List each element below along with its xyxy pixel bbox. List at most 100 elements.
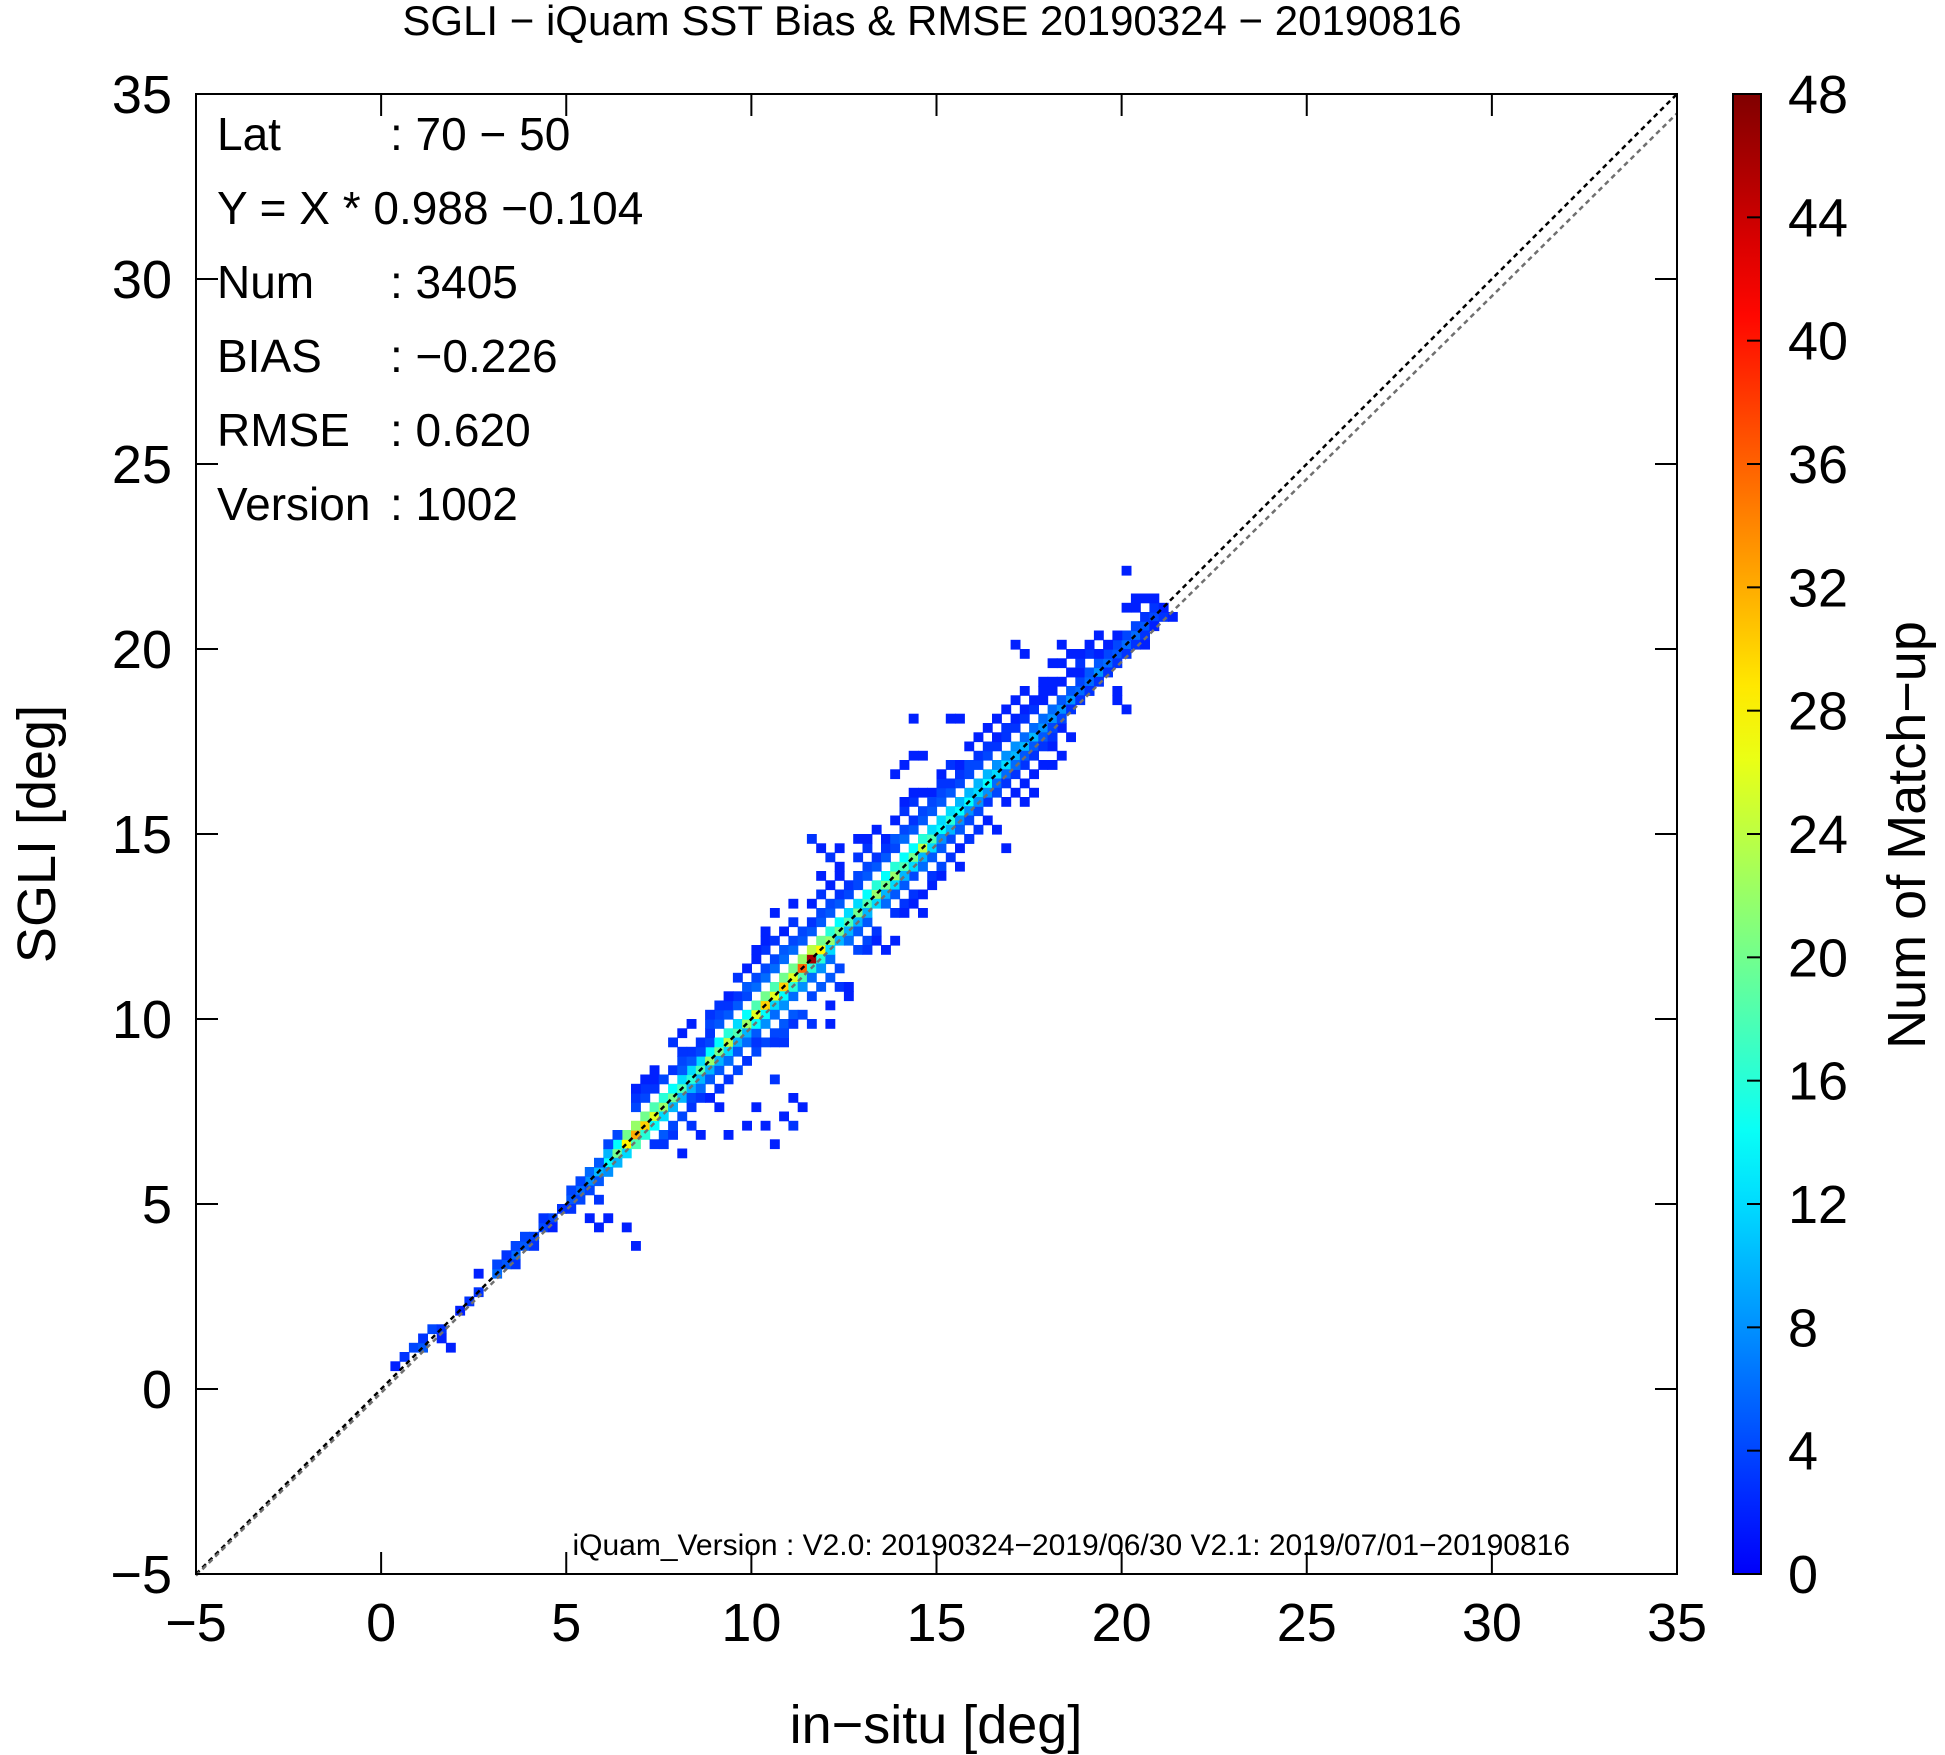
- heatmap-cell: [1066, 649, 1076, 659]
- heatmap-cell: [390, 1361, 401, 1372]
- heatmap-cell: [1010, 750, 1021, 761]
- heatmap-cell: [1029, 695, 1039, 706]
- heatmap-cell: [908, 750, 919, 761]
- x-tick-label: 25: [1277, 1593, 1337, 1653]
- heatmap-cell: [769, 963, 780, 974]
- heatmap-cell: [881, 852, 891, 863]
- heatmap-cell: [686, 1019, 697, 1029]
- heatmap-cell: [1075, 686, 1086, 696]
- heatmap-cell: [658, 1111, 669, 1122]
- heatmap-cell: [399, 1352, 410, 1362]
- heatmap-cell: [732, 1000, 743, 1011]
- heatmap-cell: [1066, 732, 1076, 743]
- heatmap-cell: [881, 889, 891, 900]
- heatmap-cell: [714, 1037, 725, 1048]
- heatmap-cell: [769, 908, 780, 918]
- heatmap-cell: [723, 1130, 734, 1140]
- heatmap-cell: [1130, 593, 1141, 604]
- heatmap-cell: [955, 778, 965, 789]
- heatmap-cell: [992, 824, 1002, 835]
- heatmap-cell: [843, 935, 854, 946]
- heatmap-cell: [862, 871, 873, 881]
- heatmap-cell: [825, 898, 836, 909]
- heatmap-cell: [834, 889, 845, 900]
- heatmap-cell: [1075, 676, 1086, 687]
- x-tick-label: 0: [366, 1593, 396, 1653]
- heatmap-cell: [945, 834, 956, 844]
- heatmap-cell: [677, 1111, 688, 1122]
- heatmap-cell: [964, 760, 975, 770]
- heatmap-cell: [843, 908, 854, 918]
- heatmap-cell: [1029, 741, 1039, 752]
- heatmap-cell: [899, 871, 910, 881]
- heatmap-cell: [982, 769, 993, 780]
- heatmap-cell: [473, 1268, 484, 1279]
- heatmap-cell: [677, 1074, 688, 1085]
- heatmap-cell: [908, 843, 919, 854]
- heatmap-cell: [621, 1222, 632, 1233]
- heatmap-cell: [714, 1019, 725, 1029]
- heatmap-cell: [955, 824, 965, 835]
- heatmap-cell: [760, 963, 771, 974]
- heatmap-cell: [788, 1019, 799, 1029]
- heatmap-cell: [723, 1009, 734, 1020]
- heatmap-cell: [927, 824, 938, 835]
- heatmap-cell: [649, 1074, 660, 1085]
- heatmap-cell: [797, 926, 808, 937]
- heatmap-cell: [973, 760, 984, 770]
- heatmap-cell: [1019, 778, 1030, 789]
- heatmap-cell: [936, 871, 947, 881]
- heatmap-cell: [890, 815, 901, 826]
- heatmap-cell: [918, 806, 928, 817]
- heatmap-cell: [1029, 769, 1039, 780]
- heatmap-cell: [723, 1056, 734, 1066]
- x-axis-ticks: −5 0 5 10 15 20 25 30 35: [165, 94, 1707, 1653]
- heatmap-cell: [806, 972, 817, 983]
- heatmap-cell: [566, 1204, 577, 1214]
- heatmap-cell: [1047, 760, 1058, 770]
- heatmap-cell: [788, 917, 799, 928]
- heatmap-cell: [992, 769, 1002, 780]
- heatmap-cell: [899, 760, 910, 770]
- heatmap-cell: [955, 797, 965, 807]
- heatmap-cell: [1029, 732, 1039, 743]
- heatmap-cell: [982, 741, 993, 752]
- heatmap-cell: [890, 908, 901, 918]
- heatmap-cell: [1038, 732, 1049, 743]
- heatmap-cell: [908, 797, 919, 807]
- heatmap-cell: [418, 1333, 428, 1344]
- heatmap-cell: [779, 972, 789, 983]
- heatmap-cell: [603, 1157, 614, 1168]
- colorbar-tick-label: 0: [1788, 1545, 1818, 1605]
- heatmap-cell: [1056, 704, 1067, 715]
- x-tick-label: −5: [165, 1593, 227, 1653]
- heatmap-cell: [677, 1093, 688, 1103]
- heatmap-cell: [751, 982, 762, 992]
- heatmap-cell: [816, 935, 827, 946]
- heatmap-cell: [705, 1037, 715, 1048]
- heatmap-cell: [677, 1056, 688, 1066]
- stat-value: : 3405: [390, 256, 518, 308]
- heatmap-cell: [742, 1037, 752, 1048]
- heatmap-cell: [584, 1167, 595, 1177]
- heatmap-cell: [806, 926, 817, 937]
- heatmap-cell: [621, 1139, 632, 1150]
- heatmap-cell: [603, 1167, 614, 1177]
- heatmap-cell: [640, 1074, 651, 1085]
- heatmap-cell: [418, 1342, 428, 1353]
- heatmap-cell: [520, 1241, 530, 1251]
- heatmap-cell: [890, 935, 901, 946]
- heatmap-cell: [899, 834, 910, 844]
- heatmap-cell: [1047, 732, 1058, 743]
- heatmap-cell: [853, 871, 864, 881]
- heatmap-cell: [714, 1065, 725, 1076]
- heatmap-cell: [649, 1120, 660, 1131]
- heatmap-cell: [732, 1046, 743, 1057]
- x-tick-label: 20: [1092, 1593, 1152, 1653]
- heatmap-cell: [779, 1028, 789, 1039]
- heatmap-cell: [1047, 676, 1058, 687]
- heatmap-cell: [908, 713, 919, 724]
- heatmap-cell: [908, 898, 919, 909]
- heatmap-cell: [788, 991, 799, 1002]
- stat-value: : 70 − 50: [390, 108, 570, 160]
